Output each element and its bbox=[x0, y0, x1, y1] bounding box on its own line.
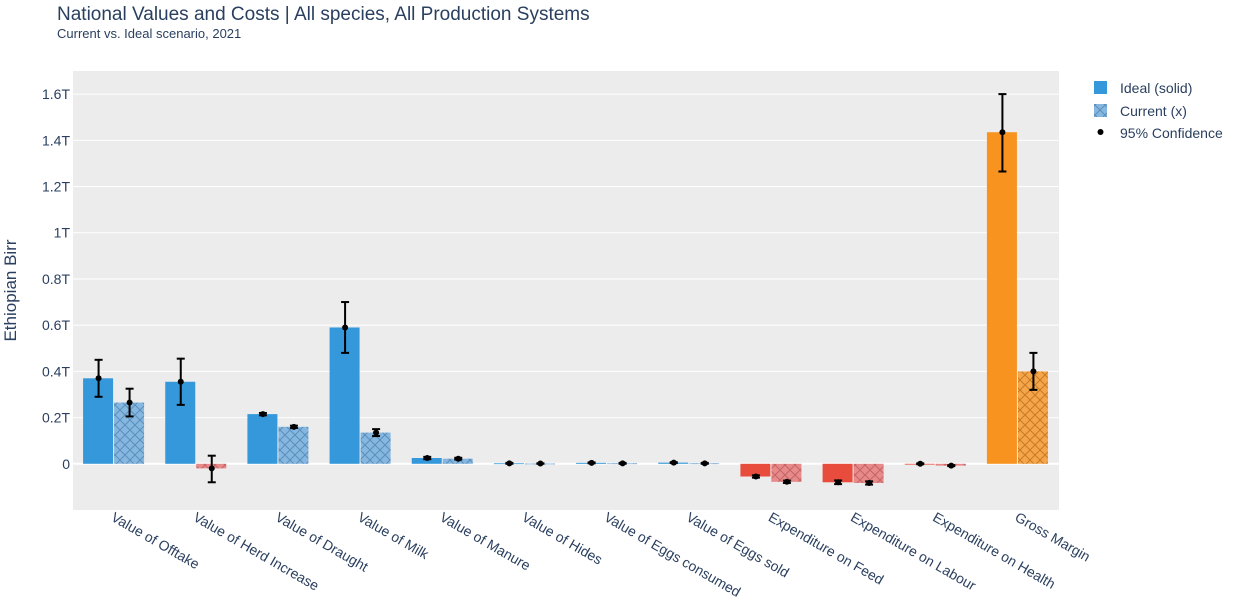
confidence-marker bbox=[619, 460, 626, 467]
bar-current bbox=[853, 463, 884, 483]
grid-lines bbox=[73, 93, 1059, 465]
chart-subtitle: Current vs. Ideal scenario, 2021 bbox=[57, 26, 242, 41]
y-tick-label: 0.4T bbox=[42, 363, 70, 379]
x-category-label: Value of Manure bbox=[437, 509, 533, 574]
confidence-marker bbox=[917, 460, 924, 467]
y-tick-label: 0.2T bbox=[42, 410, 70, 426]
confidence-marker bbox=[670, 459, 677, 466]
confidence-marker bbox=[835, 479, 842, 486]
bar-current bbox=[360, 432, 391, 464]
confidence-marker bbox=[208, 465, 215, 472]
bar-ideal bbox=[822, 463, 853, 483]
bar-ideal bbox=[740, 463, 771, 477]
y-tick-label: 0 bbox=[62, 456, 70, 472]
confidence-marker bbox=[290, 423, 297, 430]
confidence-marker bbox=[95, 375, 102, 382]
x-category-label: Value of Eggs consumed bbox=[602, 509, 744, 600]
confidence-marker bbox=[999, 129, 1006, 136]
bar-current bbox=[771, 463, 802, 482]
y-tick-label: 1T bbox=[54, 225, 71, 241]
y-tick-label: 1.2T bbox=[42, 179, 70, 195]
legend-marker-confidence[interactable] bbox=[1097, 129, 1104, 135]
error-bars bbox=[94, 93, 1038, 486]
confidence-marker bbox=[948, 462, 955, 469]
y-axis-label: Ethiopian Birr bbox=[1, 239, 20, 341]
confidence-marker bbox=[701, 460, 708, 467]
plot-area bbox=[73, 71, 1059, 510]
y-tick-label: 0.8T bbox=[42, 271, 70, 287]
confidence-marker bbox=[506, 460, 513, 467]
bar-ideal bbox=[986, 132, 1017, 464]
bar-current bbox=[278, 426, 309, 464]
confidence-marker bbox=[1030, 368, 1037, 375]
confidence-marker bbox=[783, 478, 790, 485]
confidence-marker bbox=[373, 429, 380, 436]
x-category-label: Value of Milk bbox=[355, 509, 432, 563]
x-category-label: Gross Margin bbox=[1012, 509, 1093, 565]
legend-label-current[interactable]: Current (x) bbox=[1120, 103, 1187, 119]
bar-ideal bbox=[247, 414, 278, 464]
legend[interactable]: Ideal (solid) Current (x) 95% Confidence bbox=[1094, 80, 1223, 141]
confidence-marker bbox=[455, 455, 462, 462]
x-category-label: Value of Offtake bbox=[109, 509, 203, 573]
legend-label-ideal[interactable]: Ideal (solid) bbox=[1120, 80, 1192, 96]
chart-title: National Values and Costs | All species,… bbox=[57, 4, 590, 25]
confidence-marker bbox=[752, 473, 759, 480]
confidence-marker bbox=[588, 459, 595, 466]
y-axis-ticks: 0 0.2T 0.4T 0.6T 0.8T 1T 1.2T 1.4T 1.6T bbox=[42, 86, 70, 472]
confidence-marker bbox=[126, 399, 133, 406]
confidence-marker bbox=[177, 378, 184, 385]
confidence-marker bbox=[342, 324, 349, 331]
y-tick-label: 1.4T bbox=[42, 132, 70, 148]
confidence-marker bbox=[537, 460, 544, 467]
y-tick-label: 0.6T bbox=[42, 317, 70, 333]
confidence-marker bbox=[259, 411, 266, 418]
legend-label-confidence[interactable]: 95% Confidence bbox=[1120, 125, 1223, 141]
legend-swatch-current[interactable] bbox=[1094, 104, 1107, 117]
confidence-marker bbox=[866, 479, 873, 486]
y-tick-label: 1.6T bbox=[42, 86, 70, 102]
confidence-marker bbox=[424, 455, 431, 462]
legend-swatch-ideal[interactable] bbox=[1094, 81, 1107, 94]
